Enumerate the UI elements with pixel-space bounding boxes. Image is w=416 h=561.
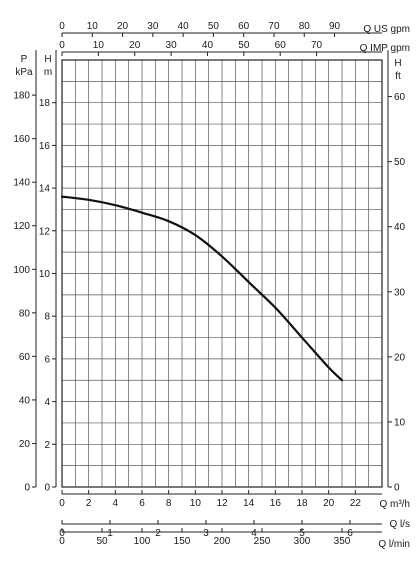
head-ft-tick-label: 30 <box>394 287 406 298</box>
axes: 024681012141618Hm02040608010012014016018… <box>13 21 410 550</box>
head-m-tick-label: 6 <box>44 354 50 365</box>
pressure-tick-label: 100 <box>13 265 30 276</box>
imp-gpm-tick-label: 10 <box>93 40 105 51</box>
imp-gpm-tick-label: 30 <box>166 40 178 51</box>
head-ft-axis-label-bottom: ft <box>395 71 401 82</box>
head-ft-tick-label: 50 <box>394 157 406 168</box>
flow-m3h-tick-label: 8 <box>166 498 172 509</box>
flow-ls-tick-label: 0 <box>59 528 65 539</box>
head-m-tick-label: 18 <box>39 98 51 109</box>
head-m-tick-label: 4 <box>44 397 50 408</box>
head-ft-tick-label: 60 <box>394 92 406 103</box>
imp-gpm-axis-label: Q IMP gpm <box>360 43 410 54</box>
flow-m3h-tick-label: 0 <box>59 498 65 509</box>
flow-m3h-tick-label: 18 <box>296 498 308 509</box>
pressure-tick-label: 80 <box>19 308 31 319</box>
flow-m3h-tick-label: 10 <box>190 498 202 509</box>
flow-lmin-tick-label: 0 <box>59 536 65 547</box>
flow-m3h-tick-label: 16 <box>270 498 282 509</box>
imp-gpm-tick-label: 60 <box>275 40 287 51</box>
pressure-axis-label-bottom: kPa <box>15 67 33 78</box>
grid <box>61 59 383 488</box>
head-m-tick-label: 10 <box>39 269 51 280</box>
us-gpm-tick-label: 80 <box>299 21 311 32</box>
us-gpm-tick-label: 40 <box>178 21 190 32</box>
flow-m3h-tick-label: 14 <box>243 498 255 509</box>
head-m-tick-label: 2 <box>44 440 50 451</box>
us-gpm-tick-label: 30 <box>147 21 159 32</box>
us-gpm-tick-label: 20 <box>117 21 129 32</box>
flow-m3h-tick-label: 4 <box>113 498 119 509</box>
head-ft-tick-label: 20 <box>394 352 406 363</box>
flow-ls-tick-label: 5 <box>299 528 305 539</box>
imp-gpm-tick-label: 0 <box>59 40 65 51</box>
flow-ls-tick-label: 6 <box>347 528 353 539</box>
pressure-tick-label: 120 <box>13 221 30 232</box>
flow-lmin-tick-label: 150 <box>174 536 191 547</box>
flow-ls-tick-label: 4 <box>251 528 257 539</box>
pressure-tick-label: 40 <box>19 395 31 406</box>
pressure-tick-label: 20 <box>19 439 31 450</box>
flow-lmin-tick-label: 200 <box>214 536 231 547</box>
flow-ls-tick-label: 1 <box>107 528 113 539</box>
flow-ls-axis-label: Q l/s <box>389 519 410 530</box>
head-m-tick-label: 16 <box>39 141 51 152</box>
flow-m3h-tick-label: 20 <box>323 498 335 509</box>
imp-gpm-tick-label: 70 <box>311 40 323 51</box>
head-ft-tick-label: 40 <box>394 222 406 233</box>
imp-gpm-tick-label: 20 <box>129 40 141 51</box>
pressure-tick-label: 0 <box>24 483 30 494</box>
curve-layer <box>60 195 344 382</box>
flow-m3h-tick-label: 6 <box>139 498 145 509</box>
us-gpm-tick-label: 70 <box>268 21 280 32</box>
imp-gpm-tick-label: 50 <box>238 40 250 51</box>
us-gpm-tick-label: 90 <box>329 21 341 32</box>
pressure-axis-label-top: P <box>21 54 28 65</box>
flow-m3h-tick-label: 12 <box>216 498 228 509</box>
pressure-tick-label: 60 <box>19 352 31 363</box>
flow-lmin-axis-label: Q l/min <box>378 539 410 550</box>
flow-ls-tick-label: 2 <box>155 528 161 539</box>
flow-lmin-tick-label: 100 <box>134 536 151 547</box>
head-m-axis-label-top: H <box>44 54 51 65</box>
us-gpm-tick-label: 0 <box>59 21 65 32</box>
pressure-tick-label: 180 <box>13 91 30 102</box>
head-m-tick-label: 0 <box>44 483 50 494</box>
flow-ls-tick-label: 3 <box>203 528 209 539</box>
head-m-tick-label: 12 <box>39 226 51 237</box>
head-m-tick-label: 8 <box>44 312 50 323</box>
flow-lmin-tick-label: 300 <box>294 536 311 547</box>
flow-lmin-tick-label: 50 <box>96 536 108 547</box>
head-m-axis-label-bottom: m <box>44 67 52 78</box>
us-gpm-axis-label: Q US gpm <box>363 24 410 35</box>
us-gpm-tick-label: 60 <box>238 21 250 32</box>
flow-m3h-tick-label: 2 <box>86 498 92 509</box>
flow-lmin-tick-label: 250 <box>254 536 271 547</box>
imp-gpm-tick-label: 40 <box>202 40 214 51</box>
flow-m3h-tick-label: 22 <box>350 498 362 509</box>
plot-frame <box>61 59 383 488</box>
us-gpm-tick-label: 10 <box>87 21 99 32</box>
head-m-tick-label: 14 <box>39 184 51 195</box>
flow-lmin-tick-label: 350 <box>334 536 351 547</box>
flow-m3h-axis-label: Q m³/h <box>379 499 410 510</box>
us-gpm-tick-label: 50 <box>208 21 220 32</box>
pump-curve-line <box>60 195 344 382</box>
head-ft-tick-label: 0 <box>394 483 400 494</box>
head-ft-tick-label: 10 <box>394 417 406 428</box>
pressure-tick-label: 160 <box>13 134 30 145</box>
pressure-tick-label: 140 <box>13 178 30 189</box>
head-ft-axis-label-top: H <box>394 58 401 69</box>
